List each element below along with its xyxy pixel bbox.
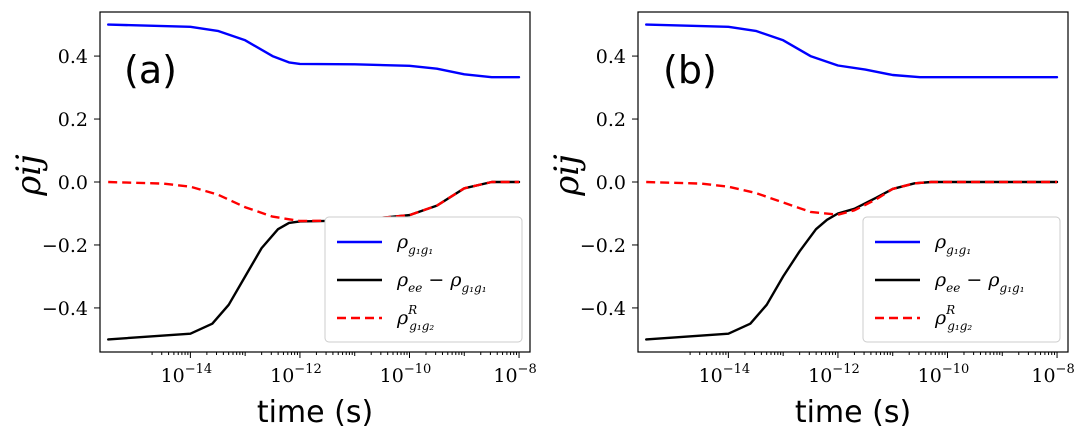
panel-a-legend-box <box>324 216 523 343</box>
panel-b-ytick-label-3: −0.2 <box>580 235 626 257</box>
panel-b-xtick-label-2: 10−10 <box>918 362 970 387</box>
panel-a-xtick-label-1: 10−12 <box>270 362 322 387</box>
panel-a-ytick-label-0: 0.4 <box>58 46 88 68</box>
panel-b-xtick-label-3: 10−8 <box>1031 362 1074 387</box>
panel-a-xtick-label-0: 10−14 <box>161 362 213 387</box>
panel-b-legend: ρg₁g₁ ρee − ρg₁g₁ ρR g₁g₂ <box>862 216 1061 343</box>
panel-b-legend-box <box>862 216 1061 343</box>
panel-a-xtick-label-3: 10−8 <box>493 362 536 387</box>
panel-a-series-rho-r-g1g2 <box>108 180 519 223</box>
panel-a-ytick-label-3: −0.2 <box>42 235 88 257</box>
panel-b-legend-label-rho-r-g1g2: ρR g₁g₂ <box>934 303 972 333</box>
panel-b-xtick-label-0: 10−14 <box>699 362 751 387</box>
panel-a-legend-label-rho-g1g1: ρg₁g₁ <box>396 231 433 257</box>
panel-b-series-rho-g1g1 <box>645 23 1059 79</box>
panel-b-axes-frame <box>637 11 1069 353</box>
panel-a-ytick-label-4: −0.4 <box>42 298 88 320</box>
panel-b-legend-label-rho-ee-minus-g1g1: ρee − ρg₁g₁ <box>934 269 1025 295</box>
panel-b-xlabel: time (s) <box>795 395 911 430</box>
panel-b-legend-label-rho-g1g1: ρg₁g₁ <box>934 231 971 257</box>
panel-b-series-rho-r-g1g2 <box>646 180 1057 216</box>
panel-a-plot: 0.4 0.2 0.0 −0.2 −0.4 10−14 10−12 10−10 10−8 ρg₁g… <box>42 23 537 387</box>
panel-b-label: (b) <box>663 48 717 92</box>
panel-a-axes-frame <box>99 11 531 353</box>
panel-a-ylabel: ρij <box>9 154 49 197</box>
panel-b-xtick-label-1: 10−12 <box>808 362 860 387</box>
panel-a-legend: ρg₁g₁ ρee − ρg₁g₁ ρR g₁g₂ <box>324 216 523 343</box>
panel-a-xlabel: time (s) <box>257 395 373 430</box>
panel-a-xtick-label-2: 10−10 <box>380 362 432 387</box>
panel-a-label: (a) <box>124 48 177 92</box>
panel-b-ytick-label-0: 0.4 <box>596 46 626 68</box>
panel-a-legend-label-rho-r-g1g2: ρR g₁g₂ <box>396 303 434 333</box>
panel-a: ρij 0.4 0.2 0.0 −0.2 −0.4 10−14 10−12 10−10 10−8… <box>9 11 537 430</box>
panel-b-ytick-label-1: 0.2 <box>596 109 626 131</box>
panel-b-ylabel: ρij <box>547 154 587 197</box>
panel-b: ρij 0.4 0.2 0.0 −0.2 −0.4 10−14 10−12 10−10 10−8… <box>547 11 1075 430</box>
panel-b-plot: 0.4 0.2 0.0 −0.2 −0.4 10−14 10−12 10−10 10−8 ρg₁g… <box>580 23 1075 387</box>
panel-a-ytick-label-1: 0.2 <box>58 109 88 131</box>
panel-a-ytick-label-2: 0.0 <box>58 172 88 194</box>
panel-b-ytick-label-2: 0.0 <box>596 172 626 194</box>
panel-a-series-rho-g1g1 <box>106 23 521 79</box>
panel-b-ytick-label-4: −0.4 <box>580 298 626 320</box>
panel-a-legend-label-rho-ee-minus-g1g1: ρee − ρg₁g₁ <box>396 269 487 295</box>
